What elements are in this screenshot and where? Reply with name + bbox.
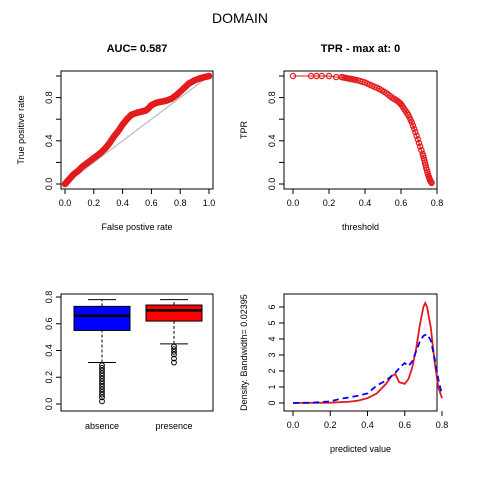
y-axis-label: TPR [239,120,249,139]
y-tick-label: 2 [267,368,277,373]
y-tick-label: 3 [267,352,277,357]
panel-roc: AUC= 0.587 0.0 0.2 0.4 0.6 0.8 1.0 0.0 0.4 0.8 Fal… [16,43,215,232]
x-axis-label: predicted value [330,444,391,454]
y-tick-label: 0.4 [44,344,54,357]
panel-density: 0.0 0.2 0.4 0.6 0.8 0 1 2 3 4 5 6 predicted value Den… [239,293,449,454]
panel-tpr: TPR - max at: 0 0.0 0.2 0.4 0.6 0.8 0.0 0.4 0.8 t… [239,43,443,232]
panel-boxplot: 0.0 0.2 0.4 0.6 0.8 absence presence [44,291,214,431]
x-tick-label: 0.4 [116,198,129,208]
tpr-point [318,72,325,80]
y-tick-label: 0.6 [44,317,54,330]
x-tick-label: 0.2 [88,198,101,208]
y-tick-label: 1 [267,384,277,389]
outlier-point [99,362,105,369]
y-tick-label: 0 [267,400,277,405]
figure-title: DOMAIN [212,10,268,26]
y-tick-label: 0.8 [267,91,277,104]
outlier-point [171,343,177,350]
y-tick-label: 4 [267,336,277,341]
box-absence [73,305,131,331]
tpr-point [412,128,419,136]
plot-title: TPR - max at: 0 [321,43,400,55]
plot-frame [60,70,214,190]
tpr-point [414,136,421,143]
x-axis-label: threshold [342,222,379,232]
y-tick-label: 0.0 [44,178,54,191]
tpr-point [289,72,297,80]
x-tick-label: 1.0 [203,198,216,208]
tpr-point [417,143,424,150]
outlier-point [99,367,105,374]
x-tick-label: 0.6 [145,198,158,208]
outlier-point [99,373,105,379]
plot-frame [283,70,438,190]
category-label: presence [155,421,192,431]
y-tick-label: 0.0 [44,398,54,411]
y-tick-label: 0.4 [267,135,277,148]
x-tick-label: 0.0 [59,198,72,208]
diagonal-reference-line [64,75,210,185]
outlier-point [99,389,105,395]
y-axis-label: True positive rate [16,95,26,164]
outlier-point [171,359,177,366]
outlier-point [99,398,105,405]
tpr-point [325,72,333,80]
y-tick-label: 5 [267,320,277,325]
tpr-point [413,132,420,139]
x-axis-label: False postive rate [101,222,172,232]
outlier-point [99,370,105,377]
plot-title: AUC= 0.587 [107,43,168,55]
y-tick-label: 0.0 [267,178,277,191]
x-tick-label: 0.8 [431,198,444,208]
x-tick-label: 0.4 [359,198,372,208]
outlier-point [99,364,105,371]
outlier-point [171,346,177,353]
y-axis-label: Density. Bandwidth= 0.02395 [239,294,249,411]
y-tick-label: 0.8 [44,291,54,304]
x-tick-label: 0.2 [323,198,336,208]
outlier-point [99,383,105,390]
y-tick-label: 0.4 [44,135,54,148]
tpr-point [428,179,435,187]
outlier-point [99,378,105,385]
tpr-point [411,125,418,133]
x-tick-label: 0.8 [436,420,449,430]
outlier-point [99,394,105,401]
category-label: absence [85,421,119,431]
x-tick-label: 0.0 [287,420,300,430]
density-line-absence [292,333,443,404]
tpr-point [415,139,423,147]
panels: AUC= 0.587 0.0 0.2 0.4 0.6 0.8 1.0 0.0 0.4 0.8 Fal… [16,43,448,454]
outlier-point [171,348,177,355]
y-tick-label: 0.8 [44,91,54,104]
x-tick-label: 0.6 [398,420,411,430]
outlier-point [99,375,105,382]
y-tick-label: 0.2 [44,371,54,384]
box-presence [145,304,203,322]
roc-point [205,72,213,80]
plot-frame [283,293,438,412]
outlier-point [99,391,105,398]
tpr-line [293,75,433,184]
outlier-point [171,351,177,358]
outlier-point [99,381,105,387]
plot-frame [60,293,214,412]
y-tick-label: 6 [267,304,277,309]
x-tick-label: 0.4 [361,420,374,430]
tpr-point [409,122,417,129]
tpr-point [408,119,415,126]
outlier-point [171,355,177,362]
density-line-presence [292,300,443,404]
tpr-point [418,146,425,154]
x-tick-label: 0.2 [324,420,337,430]
x-tick-label: 0.8 [174,198,187,208]
x-tick-label: 0.6 [395,198,408,208]
x-tick-label: 0.0 [287,198,300,208]
outlier-point [99,386,105,393]
